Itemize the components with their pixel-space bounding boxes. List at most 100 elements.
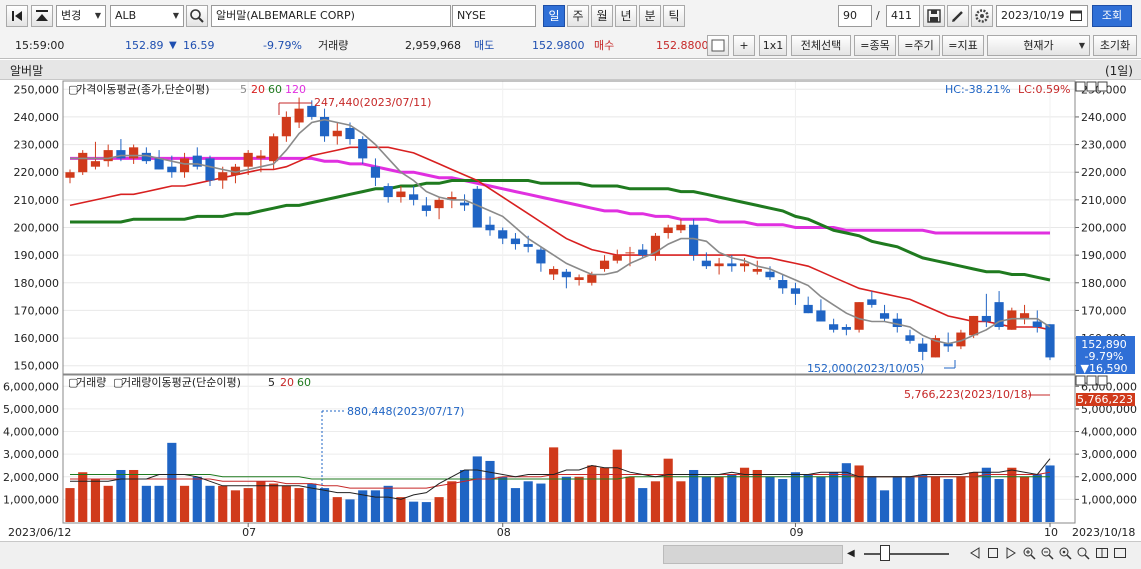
vol-ma20-legend: 20 (280, 376, 294, 389)
reset-button[interactable]: 초기화 (1093, 35, 1137, 56)
candle-body (739, 263, 750, 267)
candle-body (612, 255, 622, 261)
volume-bar (230, 490, 241, 522)
candle-body (587, 274, 597, 283)
ask-label: 매도 (474, 39, 495, 52)
zoom-slider-handle[interactable] (880, 545, 890, 561)
candle-body (358, 139, 368, 159)
vol-tick-label-left: 6,000,000 (3, 380, 59, 393)
stock-name-field[interactable]: 알버말(ALBEMARLE CORP) (211, 5, 451, 27)
save-icon[interactable] (923, 5, 945, 27)
candle-body (561, 271, 571, 278)
candle-body (778, 280, 788, 289)
tab-monthly[interactable]: 월 (591, 5, 613, 27)
first-icon[interactable] (6, 5, 28, 27)
panel-controls-icon[interactable] (1075, 81, 1108, 386)
scroll-left-icon[interactable]: ◀ (847, 548, 855, 559)
volume-bar (421, 502, 431, 522)
select-all-button[interactable]: 전체선택 (791, 35, 851, 56)
candle-body (256, 155, 266, 159)
zoom-reset-icon[interactable] (1058, 546, 1072, 563)
volume-bar (867, 476, 877, 522)
zoom-out-icon[interactable] (1040, 546, 1054, 563)
symbol-input[interactable]: ALB (110, 5, 184, 27)
period-button[interactable]: =주기 (898, 35, 940, 56)
tab-weekly[interactable]: 주 (567, 5, 589, 27)
vol-tick-label-right: 2,000,000 (1081, 471, 1137, 484)
price-tick-label-left: 180,000 (14, 277, 60, 290)
square-icon[interactable] (707, 35, 729, 56)
item-button[interactable]: =종목 (854, 35, 896, 56)
price-tick-label-left: 190,000 (14, 249, 60, 262)
candle-body (599, 260, 610, 269)
prev-icon[interactable] (31, 5, 53, 27)
tab-tick[interactable]: 틱 (663, 5, 685, 27)
vol-ma5-legend: 5 (268, 376, 275, 389)
full-icon[interactable] (1113, 546, 1127, 563)
current-change: ▼16,590 (1081, 362, 1128, 375)
chart-area[interactable]: 250,000250,000240,000240,000230,000230,0… (0, 80, 1141, 542)
calendar-icon[interactable] (1070, 10, 1082, 21)
tab-minute[interactable]: 분 (639, 5, 661, 27)
candle-body (892, 318, 902, 328)
search-icon[interactable] (186, 5, 208, 27)
search-small-icon[interactable] (1076, 546, 1090, 563)
volume-bar (816, 476, 826, 522)
ma5-legend: 5 (240, 83, 247, 96)
settings-icon[interactable] (971, 5, 993, 27)
volume-bar (612, 449, 622, 522)
one-by-one-button[interactable]: 1x1 (759, 35, 787, 56)
volume-bar (345, 499, 355, 522)
candle-body (307, 105, 317, 117)
bid-label: 매수 (594, 39, 615, 52)
candle-body (650, 235, 661, 256)
candle-body (510, 238, 521, 245)
horizontal-scrollbar[interactable] (663, 545, 843, 564)
candle-body (918, 343, 928, 352)
split-icon[interactable] (1095, 546, 1109, 563)
volume-bar (956, 476, 966, 522)
quote-change: 16.59 (183, 39, 215, 52)
play-right-icon[interactable] (1004, 546, 1018, 563)
top-toolbar: 변경 ALB 알버말(ALBEMARLE CORP) NYSE 일 주 월 년 … (0, 0, 1141, 34)
volume-bar (727, 474, 737, 522)
bid-value: 152.8800 (656, 39, 709, 52)
date-input[interactable]: 2023/10/19 (996, 5, 1088, 27)
candle-body (179, 158, 190, 173)
volume-bar (574, 476, 584, 522)
candle-body (345, 127, 355, 140)
tab-daily[interactable]: 일 (543, 5, 565, 27)
volume-bar (625, 476, 635, 522)
candle-body (167, 166, 177, 173)
volume-bar (829, 472, 839, 522)
candle-body (714, 263, 724, 267)
zoom-in-icon[interactable] (1022, 546, 1036, 563)
price-type-dropdown[interactable]: 현재가 (987, 35, 1090, 56)
tab-yearly[interactable]: 년 (615, 5, 637, 27)
vol-tick-label-right: 5,000,000 (1081, 403, 1137, 416)
volume-bar (154, 485, 164, 522)
candle-body (943, 343, 953, 347)
price-tick-label-right: 180,000 (1081, 277, 1127, 290)
candle-body (1019, 313, 1030, 319)
play-left-icon[interactable] (968, 546, 982, 563)
lookup-button[interactable]: 조회 (1092, 5, 1132, 27)
pen-icon[interactable] (947, 5, 969, 27)
indicator-button[interactable]: =지표 (942, 35, 984, 56)
volume-bar (905, 476, 915, 522)
stop-icon[interactable] (986, 546, 1000, 563)
count-input[interactable]: 90 (838, 5, 872, 27)
volume-bar (739, 467, 750, 522)
candle-body (663, 227, 673, 234)
change-dropdown[interactable]: 변경 (56, 5, 106, 27)
volume-bar (969, 472, 979, 522)
candle-body (294, 108, 304, 123)
low-annotation: 152,000(2023/10/05) (807, 362, 924, 375)
candle-body (676, 224, 686, 231)
plus-button[interactable]: + (733, 35, 755, 56)
vol-ma5-line (70, 458, 1051, 500)
volume-bar (90, 479, 101, 522)
candle-body (1032, 321, 1042, 328)
vol-current-box (1076, 393, 1135, 406)
volume-bar (179, 485, 190, 522)
